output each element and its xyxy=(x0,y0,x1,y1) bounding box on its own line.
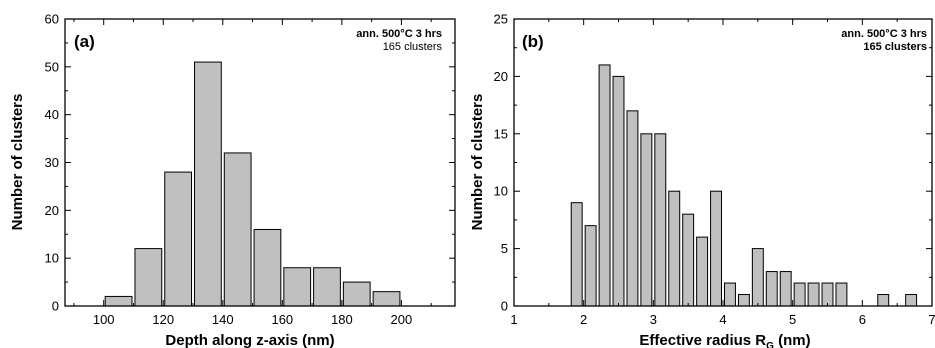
panel-a-bar xyxy=(194,61,222,307)
panel-a-bar xyxy=(223,152,252,307)
panel-b-x-tick-label: 5 xyxy=(789,312,796,327)
panel-a-annotation-condition: ann. 500°C 3 hrs xyxy=(356,28,442,40)
panel-b-x-tick-label: 6 xyxy=(859,312,866,327)
panel-a-bar xyxy=(164,171,193,307)
panel-b-x-axis-title-main: Effective radius R xyxy=(639,332,766,348)
panel-b-bar xyxy=(654,133,667,307)
panel-a-ticks: 100 120 140 160 180 200 0 10 20 30 40 50 60 xyxy=(45,12,455,327)
panel-b-x-tick-label: 4 xyxy=(719,312,726,327)
panel-b-x-axis-title-unit: (nm) xyxy=(774,332,811,348)
panel-a-bar xyxy=(372,291,401,307)
panel-a-bars xyxy=(104,61,401,307)
panel-b-bars xyxy=(570,64,918,307)
panel-b-y-axis-title: Number of clusters xyxy=(469,94,486,231)
panel-a-annotation-count: 165 clusters xyxy=(383,41,443,53)
panel-b-bar xyxy=(779,271,792,307)
panel-b-x-tick-label: 7 xyxy=(928,312,935,327)
panel-a-x-tick-label: 100 xyxy=(93,312,115,327)
panel-a-label: (a) xyxy=(74,32,95,51)
panel-a-y-tick-label: 10 xyxy=(45,251,59,266)
panel-b-bar xyxy=(612,75,625,307)
panel-b-bar xyxy=(765,271,778,307)
panel-b-x-axis-title: Effective radius RG (nm) xyxy=(639,332,810,348)
panel-a-x-tick-label: 200 xyxy=(391,312,413,327)
panel-a-x-axis-title: Depth along z-axis (nm) xyxy=(165,332,334,348)
panel-b-y-tick-label: 10 xyxy=(494,184,508,199)
panel-b-y-tick-label: 20 xyxy=(494,69,508,84)
panel-b-bar xyxy=(696,236,709,307)
panel-a-y-tick-label: 0 xyxy=(52,299,59,314)
panel-a-y-axis-title: Number of clusters xyxy=(9,94,26,231)
panel-b-annotation-count: 165 clusters xyxy=(863,41,927,53)
panel-b-bar xyxy=(793,282,806,307)
panel-b-bar xyxy=(584,225,597,307)
panel-a-bar xyxy=(342,281,371,307)
panel-a-bar xyxy=(283,267,312,307)
panel-b-bar xyxy=(807,282,820,307)
panel-b-bar xyxy=(710,190,722,307)
panel-b-bar xyxy=(821,282,834,307)
panel-a-bar xyxy=(134,248,163,307)
panel-a-y-tick-label: 50 xyxy=(45,59,59,74)
panel-b-bar xyxy=(724,282,736,307)
panel-b-histogram: 1 2 3 4 5 6 7 0 5 10 15 20 25 (b) ann. 500°C 3 hrs 1… xyxy=(469,12,935,348)
panel-b-x-tick-label: 3 xyxy=(650,312,657,327)
panel-b-y-tick-label: 25 xyxy=(494,12,508,27)
panel-b-bar xyxy=(626,110,639,307)
panel-b-ticks: 1 2 3 4 5 6 7 0 5 10 15 20 25 xyxy=(494,12,935,328)
panel-a-bar xyxy=(253,228,282,307)
panel-b-bar xyxy=(682,213,695,307)
panel-b-label: (b) xyxy=(522,32,544,51)
panel-b-bar xyxy=(737,294,750,307)
panel-b-bar xyxy=(751,248,764,307)
panel-a-bar xyxy=(313,267,341,307)
panel-b-bar xyxy=(640,133,653,307)
panel-b-y-tick-label: 15 xyxy=(494,126,508,141)
panel-a-histogram: 100 120 140 160 180 200 0 10 20 30 40 50 60 (a) ann.… xyxy=(9,12,456,348)
panel-b-bar xyxy=(877,294,890,307)
panel-b-annotation-condition: ann. 500°C 3 hrs xyxy=(841,28,927,40)
panel-b-bar xyxy=(570,202,583,307)
panel-b-x-tick-label: 2 xyxy=(580,312,587,327)
panel-b-y-tick-label: 5 xyxy=(501,241,508,256)
panel-b-bar xyxy=(598,64,611,307)
panel-a-y-tick-label: 60 xyxy=(45,12,59,27)
panel-b-bar xyxy=(835,282,848,307)
panel-b-y-tick-label: 0 xyxy=(501,299,508,314)
panel-b-x-tick-label: 1 xyxy=(510,312,517,327)
panel-b-bar xyxy=(668,190,681,307)
panel-a-x-tick-label: 120 xyxy=(152,312,174,327)
panel-b-bar xyxy=(905,294,918,307)
panel-a-x-tick-label: 180 xyxy=(331,312,353,327)
panel-a-bar xyxy=(104,295,133,307)
panel-a-y-tick-label: 30 xyxy=(45,155,59,170)
panel-a-x-tick-label: 140 xyxy=(212,312,234,327)
panel-b-x-axis-title-subscript: G xyxy=(766,341,774,348)
panel-a-x-tick-label: 160 xyxy=(271,312,293,327)
panel-a-y-tick-label: 40 xyxy=(45,107,59,122)
panel-a-y-tick-label: 20 xyxy=(45,203,59,218)
